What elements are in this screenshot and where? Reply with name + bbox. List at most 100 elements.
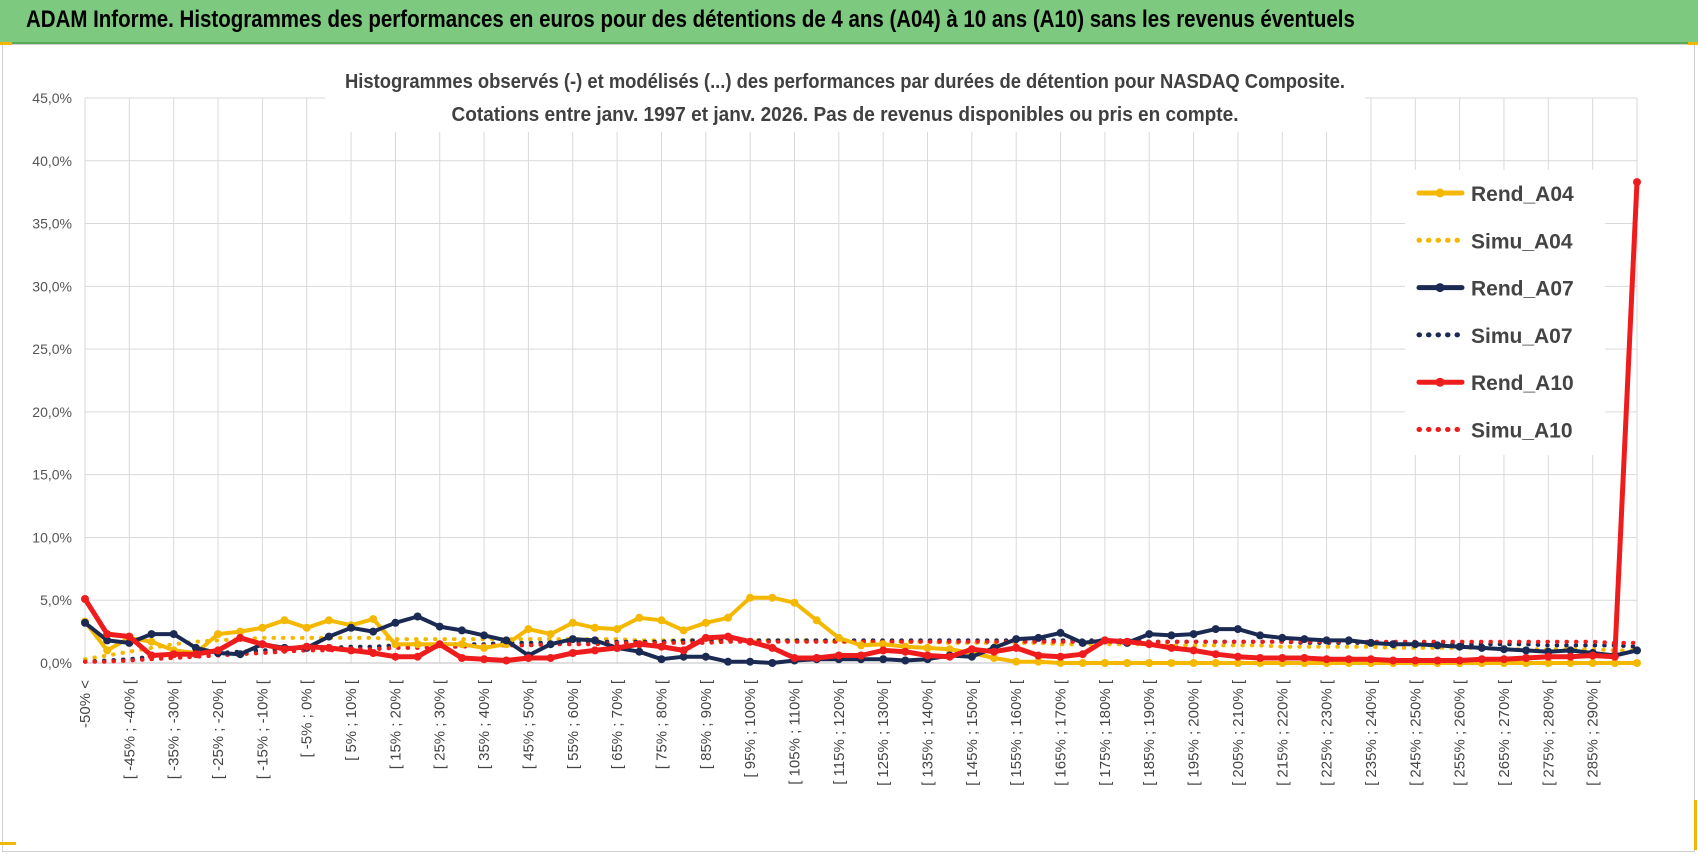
data-point (1233, 625, 1242, 634)
data-point (746, 637, 755, 646)
data-point (546, 630, 555, 639)
data-point (103, 646, 112, 655)
y-tick-label: 45,0% (32, 90, 72, 106)
x-tick-label: [ -35% ; -30% [ (166, 679, 183, 779)
data-point (457, 654, 466, 662)
data-point (834, 651, 843, 660)
data-point (613, 643, 622, 652)
data-point (768, 659, 777, 667)
data-point (1012, 657, 1021, 666)
data-point (502, 656, 511, 665)
data-point (1167, 659, 1176, 667)
data-point (480, 631, 489, 640)
x-tick-label: [ 195% ; 200% [ (1186, 679, 1203, 786)
x-tick-label: [ 25% ; 30% [ (432, 679, 449, 769)
data-point (480, 643, 489, 652)
data-point (657, 655, 666, 664)
data-point (1566, 652, 1575, 661)
page-title: ADAM Informe. Histogrammes des performan… (26, 6, 1355, 33)
corner-mark-bottom-right (1694, 800, 1697, 850)
legend-label: Rend_A04 (1471, 183, 1574, 206)
x-tick-label: [ 75% ; 80% [ (653, 679, 670, 769)
x-tick-label: [ 165% ; 170% [ (1053, 679, 1070, 786)
data-point (236, 633, 245, 642)
data-point (391, 652, 400, 661)
data-point (480, 655, 489, 664)
data-point (280, 616, 289, 625)
x-tick-label: [ 225% ; 230% [ (1319, 679, 1336, 786)
data-point (1389, 656, 1398, 665)
y-tick-label: 20,0% (32, 404, 72, 420)
data-point (1389, 640, 1398, 649)
data-point (790, 654, 799, 662)
data-point (169, 650, 178, 659)
data-point (347, 623, 356, 632)
legend-marker (1435, 188, 1445, 198)
data-point (1034, 633, 1043, 642)
data-point (568, 635, 577, 644)
data-point (901, 656, 910, 665)
x-tick-label: [ 265% ; 270% [ (1496, 679, 1513, 786)
data-point (1411, 656, 1420, 665)
data-point (945, 645, 954, 654)
chart-subtitle: Cotations entre janv. 1997 et janv. 2026… (452, 104, 1239, 126)
data-point (679, 626, 688, 635)
data-point (347, 646, 356, 655)
data-point (990, 647, 998, 656)
series-line (82, 179, 1640, 663)
data-point (679, 646, 688, 655)
data-point (724, 613, 732, 622)
legend-label: Rend_A10 (1471, 372, 1574, 395)
legend-marker (1435, 283, 1445, 293)
data-point (302, 642, 311, 651)
y-tick-label: 15,0% (32, 467, 72, 483)
data-point (923, 643, 932, 652)
data-point (103, 630, 112, 639)
data-point (1211, 659, 1220, 667)
data-point (1123, 637, 1132, 646)
data-point (1477, 643, 1486, 652)
data-point (1300, 635, 1309, 644)
series-rend-a10 (81, 178, 1641, 665)
x-tick-label: [ 285% ; 290% [ (1585, 679, 1602, 786)
data-point (191, 650, 200, 659)
x-tick-label: [ 95% ; 100% [ (742, 679, 759, 777)
data-point (1300, 654, 1309, 662)
data-point (879, 640, 888, 649)
data-point (1588, 651, 1597, 660)
data-point (635, 647, 644, 656)
y-tick-label: 40,0% (32, 153, 72, 169)
data-point (635, 613, 644, 622)
data-point (746, 593, 755, 602)
data-point (413, 640, 422, 649)
data-point (1544, 659, 1553, 667)
series-group (81, 178, 1641, 667)
data-point (147, 637, 156, 646)
x-tick-label: [ 35% ; 40% [ (476, 679, 493, 769)
data-point (1633, 646, 1641, 655)
x-tick-label: [ -25% ; -20% [ (210, 679, 227, 779)
data-point (967, 652, 976, 661)
data-point (568, 649, 577, 657)
data-point (324, 616, 333, 625)
corner-mark-top-left (0, 42, 12, 45)
data-point (657, 642, 666, 651)
data-point (768, 593, 777, 602)
x-tick-label: [ 45% ; 50% [ (520, 679, 537, 769)
data-point (1322, 636, 1331, 645)
legend-item-simu-a07: Simu_A07 (1416, 325, 1573, 348)
data-point (1500, 645, 1508, 654)
data-point (1278, 654, 1287, 662)
x-tick-label: [ 235% ; 240% [ (1363, 679, 1380, 786)
data-point (590, 623, 599, 632)
data-point (1433, 641, 1442, 650)
data-point (1012, 643, 1021, 652)
data-point (369, 627, 378, 636)
data-point (635, 640, 644, 649)
x-tick-label: [ 55% ; 60% [ (565, 679, 582, 769)
data-point (812, 616, 821, 625)
y-tick-label: 10,0% (32, 529, 72, 545)
header-bar: ADAM Informe. Histogrammes des performan… (0, 0, 1698, 44)
corner-mark-bottom-left (0, 842, 16, 845)
data-point (923, 651, 932, 660)
